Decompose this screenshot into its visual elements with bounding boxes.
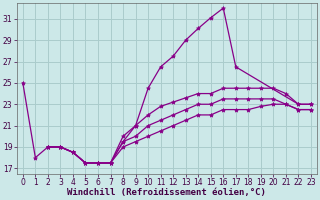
X-axis label: Windchill (Refroidissement éolien,°C): Windchill (Refroidissement éolien,°C) xyxy=(68,188,266,197)
